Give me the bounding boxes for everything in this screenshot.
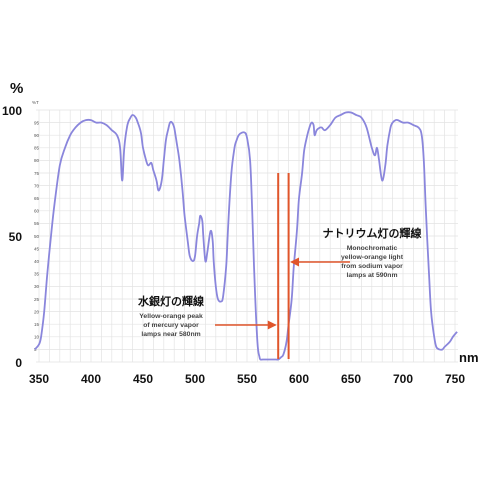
sodium-label-en: from sodium vapor [341, 263, 403, 270]
sodium-label-en: lamps at 590nm [347, 272, 398, 279]
y-minor-tick-label: 45 [34, 246, 40, 251]
markers: 水銀灯の輝線 Yellow-orange peak of mercury vapor… [138, 173, 422, 359]
y-minor-tick-label: 95 [34, 120, 40, 125]
y-minor-tick-label: 80 [34, 158, 40, 163]
x-tick-label: 550 [237, 372, 257, 386]
y-minor-tick-label: 65 [34, 196, 40, 201]
y-minor-tick-label: 60 [34, 209, 40, 214]
mercury-label-en: of mercury vapor [143, 322, 199, 329]
x-tick-label: 450 [133, 372, 153, 386]
y-minor-tick-label: 15 [34, 322, 40, 327]
y-minor-tick-label: 70 [34, 183, 40, 188]
series [34, 111, 458, 361]
y-minor-tick-label: 25 [34, 297, 40, 302]
y-minor-tick-label: 85 [34, 146, 40, 151]
x-tick-label: 700 [393, 372, 413, 386]
x-tick-label: 500 [185, 372, 205, 386]
y-minor-tick-label: 40 [34, 259, 40, 264]
y-minor-tick-label: 75 [34, 171, 40, 176]
transmission-curve [34, 111, 458, 361]
mercury-label-en: Yellow-orange peak [139, 313, 203, 320]
y-tick-label: 100 [2, 104, 22, 118]
x-tick-label: 650 [341, 372, 361, 386]
tick-labels: 350 400 450 500 550 600 650 700 750 0 50 100 95 90 85 8… [2, 104, 465, 386]
sodium-label-jp: ナトリウム灯の輝線 [323, 226, 422, 240]
grid [36, 109, 458, 363]
x-tick-label: 750 [445, 372, 465, 386]
mercury-label-en: lamps near 580nm [141, 331, 200, 338]
y-minor-tick-label: 35 [34, 272, 40, 277]
y-minor-tick-label: 20 [34, 309, 40, 314]
y-minor-tick-label: 90 [34, 133, 40, 138]
sodium-label-en: yellow-orange light [341, 254, 404, 261]
y-minor-tick-label: 55 [34, 221, 40, 226]
y-tick-label: 50 [9, 230, 23, 244]
y-minor-tick-label: 10 [34, 335, 40, 340]
x-axis-label: nm [459, 350, 479, 365]
x-tick-label: 400 [81, 372, 101, 386]
y-minor-tick-label: 30 [34, 284, 40, 289]
y-minor-unit: %T [32, 100, 39, 105]
x-tick-label: 350 [29, 372, 49, 386]
sodium-label-en: Monochromatic [347, 245, 398, 252]
y-tick-label: 0 [15, 356, 22, 370]
mercury-label-jp: 水銀灯の輝線 [138, 294, 204, 308]
y-axis-label: % [10, 80, 23, 97]
x-tick-label: 600 [289, 372, 309, 386]
y-minor-tick-label: 50 [34, 234, 40, 239]
